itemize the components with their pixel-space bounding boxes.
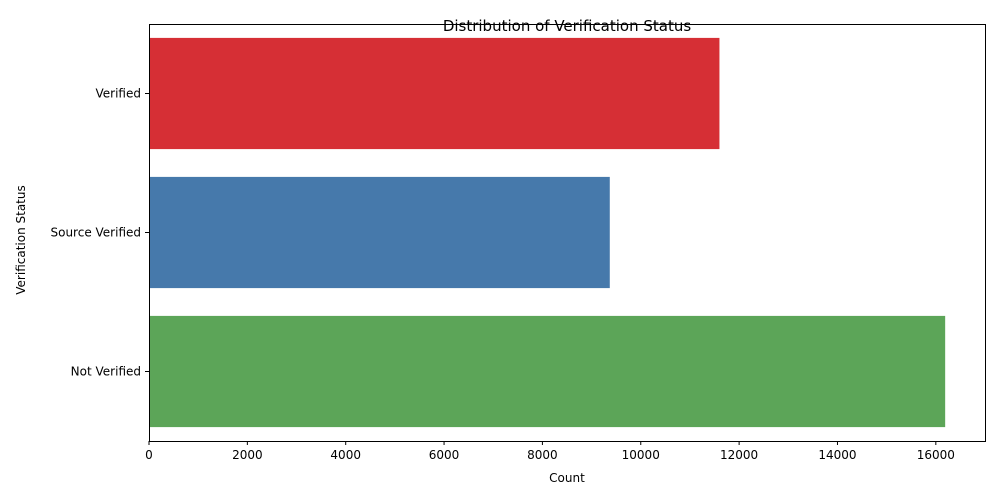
plot-frame (149, 24, 986, 442)
x-tick-label: 2000 (232, 448, 263, 462)
y-axis-ticks: Verified Source Verified Not Verified (50, 87, 149, 379)
x-axis-ticks: 0 2000 4000 6000 8000 10000 12000 14000 16000 (145, 441, 955, 462)
y-tick-label: Not Verified (71, 365, 141, 379)
x-tick-label: 14000 (818, 448, 856, 462)
x-tick-label: 10000 (622, 448, 660, 462)
y-tick-label: Verified (96, 87, 142, 101)
x-tick-label: 12000 (720, 448, 758, 462)
chart-title: Distribution of Verification Status (443, 17, 692, 35)
bar-not-verified (149, 315, 946, 428)
bars-group (149, 37, 946, 428)
x-axis-label: Count (549, 471, 585, 485)
x-tick-label: 0 (145, 448, 153, 462)
y-axis-label: Verification Status (14, 185, 28, 294)
bar-source-verified (149, 176, 610, 289)
y-tick-label: Source Verified (50, 226, 141, 240)
x-tick-label: 4000 (330, 448, 361, 462)
x-tick-label: 6000 (429, 448, 460, 462)
x-tick-label: 8000 (527, 448, 558, 462)
x-tick-label: 16000 (917, 448, 955, 462)
bar-verified (149, 37, 720, 150)
